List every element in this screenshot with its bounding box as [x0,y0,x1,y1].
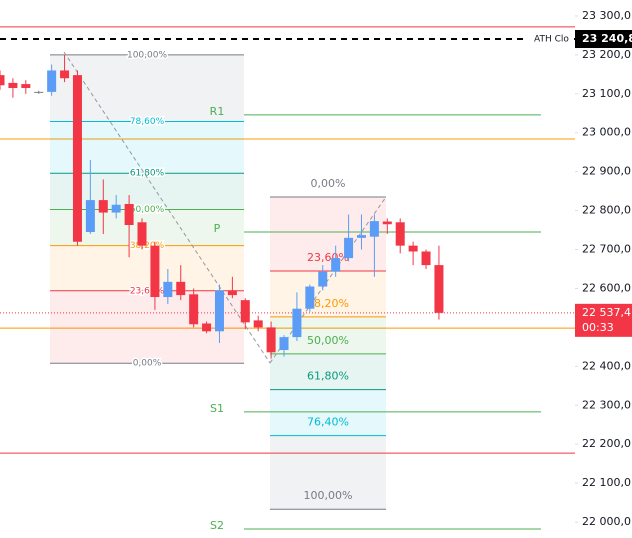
fib-zone [270,389,386,436]
candle-body [111,204,121,213]
ath-label: ATH Clo [534,35,569,45]
ath-price: 23 240,8 [582,32,632,45]
candle-body [21,84,31,88]
candle-body [305,286,315,309]
candle-body [395,222,405,246]
candle-body [279,337,289,350]
fib-trend-line [269,196,387,364]
pivot-label: R1 [210,105,225,118]
fib-trend-line [63,51,271,364]
fib-label: 61,80% [130,169,165,179]
candle-body [189,294,199,325]
fib-zone [50,54,244,122]
y-tick-label: 23 000,0 [582,126,631,139]
candle-body [331,258,341,272]
fib-zone [270,196,386,271]
candle-body [408,245,418,252]
countdown: 00:33 [582,321,614,334]
fib-label: 100,00% [304,489,353,502]
candle-body [292,308,302,338]
y-tick-label: 22 000,0 [582,515,631,528]
fib-zone [270,353,386,390]
fib-label: 61,80% [307,370,349,383]
candle-body [150,245,160,298]
fib-zone [270,270,386,317]
y-tick-label: 23 100,0 [582,87,631,100]
fib-zone [50,245,244,291]
candle-body [369,221,379,237]
fib-label: 50,00% [130,205,165,215]
fib-label: 50,00% [307,334,349,347]
y-tick-label: 22 600,0 [582,281,631,294]
candle-body [266,327,276,353]
fib-label: 100,00% [127,50,167,60]
candle-body [240,300,250,323]
y-tick-label: 23 300,0 [582,9,631,22]
fib-zone [270,435,386,510]
pivot-label: S1 [210,402,224,415]
candle-body [8,82,18,88]
fib-label: 38,20% [307,297,349,310]
candle-body [0,75,5,86]
candle-body [34,91,44,93]
y-tick-label: 22 100,0 [582,476,631,489]
fib-zone [50,121,244,174]
candle-body [253,320,263,328]
fib-label: 23,60% [307,251,349,264]
fib-zone [270,316,386,354]
candle-body [124,203,134,226]
fib-label: 0,00% [133,359,162,369]
y-tick-label: 23 200,0 [582,48,631,61]
ath-price-box [575,30,632,49]
fib-label: 76,40% [307,416,349,429]
fib-zone [50,173,244,210]
candle-body [60,70,70,79]
candle-body [434,265,444,313]
candle-body [382,221,392,225]
candle-body [214,290,224,332]
pivot-label: S2 [210,519,224,532]
fib-zone [50,290,244,364]
candle-body [356,235,366,238]
y-tick-label: 22 800,0 [582,204,631,217]
price-axis [575,0,632,538]
ath-label-bg [528,31,574,48]
background-layer: 0,00% 23,60% 38,20% 50,00% 61,80% 78,60% 100,0… [0,26,575,532]
candle-body [137,222,147,246]
candle-body [85,200,95,233]
candle-body [318,271,328,287]
last-price-box [575,303,632,337]
pivot-label: P [214,222,221,235]
y-tick-label: 22 700,0 [582,243,631,256]
candle-body [202,323,212,332]
candle-body [344,237,354,259]
candle-body [227,290,237,296]
y-tick-label: 22 400,0 [582,359,631,372]
y-tick-label: 22 300,0 [582,398,631,411]
y-tick-label: 22 200,0 [582,437,631,450]
candle-body [421,251,431,266]
fib-label: 78,60% [130,117,165,127]
last-price: 22 537,4 [582,306,631,319]
fib-zone [50,209,244,246]
fib-label: 0,00% [311,177,346,190]
candle-body [163,281,173,298]
y-tick-label: 22 900,0 [582,165,631,178]
candle-body [98,200,108,213]
candle-body [176,281,186,296]
candle-body [72,75,82,242]
candle-body [47,70,57,92]
